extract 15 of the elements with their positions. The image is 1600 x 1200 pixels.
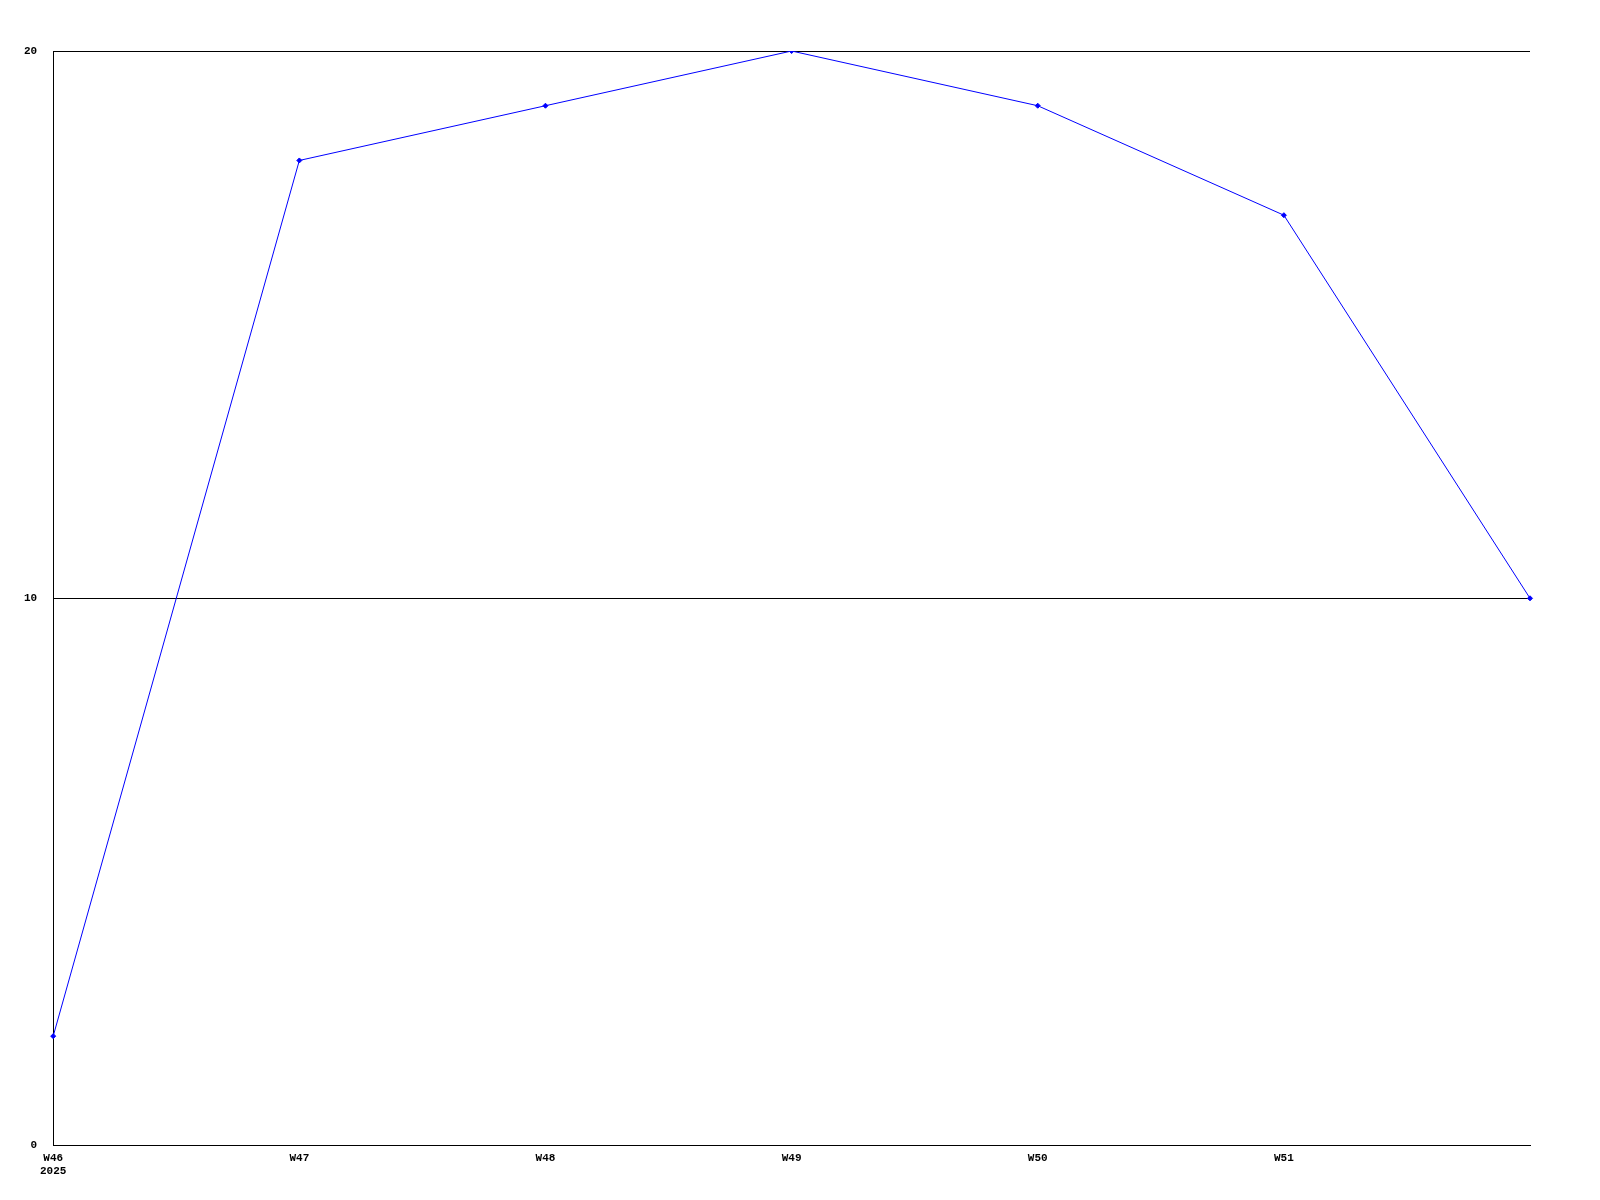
y-tick-label: 20 [24,44,38,57]
point [542,102,549,109]
x-tick-label: W48 [535,1151,556,1164]
y-tick-label: 0 [30,1139,38,1152]
point [50,1033,57,1040]
y-tick-label: 10 [24,592,38,605]
point [1034,102,1041,109]
point [1527,595,1533,602]
point [296,157,303,164]
x-tick-label: W50 [1027,1151,1048,1164]
point [1280,212,1287,219]
x-tick-label: W47 [289,1151,310,1164]
x-tick-label: W49 [781,1151,802,1164]
x-tick-label: W51 [1273,1151,1295,1164]
x-tick-label: W46 2025 [40,1151,67,1178]
